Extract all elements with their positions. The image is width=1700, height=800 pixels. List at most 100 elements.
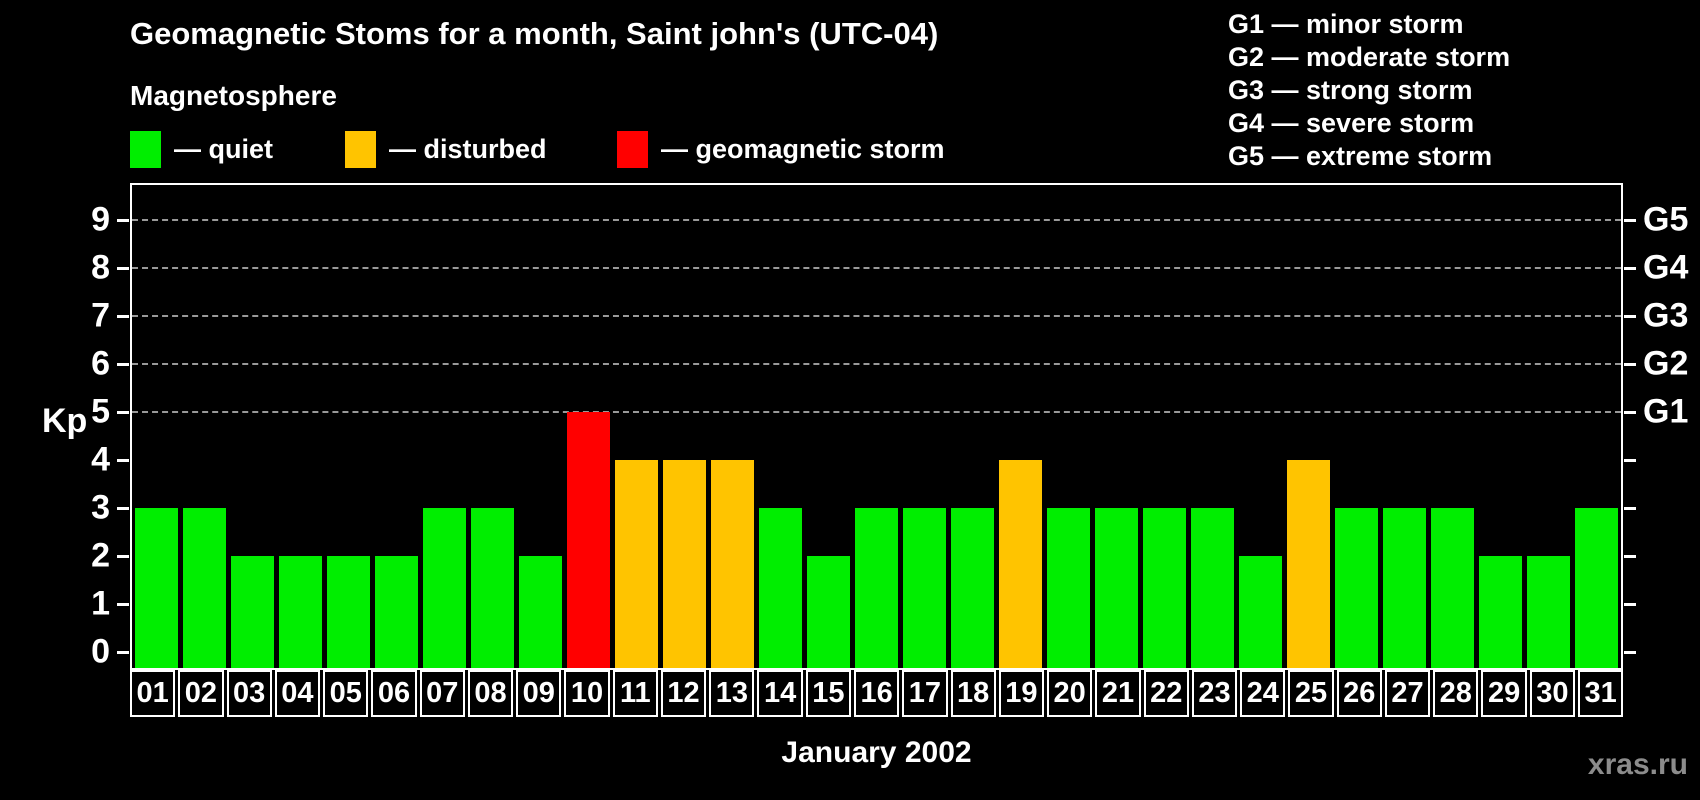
gridline-kp-7: [132, 315, 1621, 317]
left-tick-7: [117, 315, 129, 318]
right-tick-2: [1624, 555, 1636, 558]
bar-day-26: [1335, 508, 1378, 668]
gridline-kp-8: [132, 267, 1621, 269]
g-tick-label-G4: G4: [1643, 248, 1689, 287]
bar-day-02: [183, 508, 226, 668]
left-tick-4: [117, 459, 129, 462]
bars-container: [132, 185, 1621, 668]
bar-day-30: [1527, 556, 1570, 668]
bar-day-19: [999, 460, 1042, 668]
day-label-01: 01: [130, 670, 176, 717]
right-tick-9: [1624, 219, 1636, 222]
day-label-31: 31: [1577, 670, 1624, 717]
bar-day-22: [1143, 508, 1186, 668]
y-tick-label-0: 0: [91, 632, 110, 671]
bar-day-14: [759, 508, 802, 668]
bar-day-29: [1479, 556, 1522, 668]
y-tick-label-8: 8: [91, 248, 110, 287]
g5-legend-line: G5 — extreme storm: [1228, 141, 1493, 171]
day-label-26: 26: [1336, 670, 1382, 717]
day-label-23: 23: [1191, 670, 1238, 717]
legend-label-storm: — geomagnetic storm: [661, 133, 945, 164]
day-label-07: 07: [419, 670, 465, 717]
right-tick-3: [1624, 507, 1636, 510]
y-tick-label-6: 6: [91, 344, 110, 383]
day-label-25: 25: [1288, 670, 1334, 717]
day-label-18: 18: [950, 670, 996, 717]
day-label-14: 14: [757, 670, 803, 717]
day-label-06: 06: [371, 670, 417, 717]
g3-legend-line: G3 — strong storm: [1228, 75, 1473, 105]
disturbed-color-swatch: [345, 130, 376, 168]
bar-day-11: [615, 460, 658, 668]
bar-day-27: [1383, 508, 1426, 668]
bar-day-08: [471, 508, 514, 668]
bar-day-03: [231, 556, 274, 668]
bar-day-12: [663, 460, 706, 668]
bar-day-15: [807, 556, 850, 668]
day-label-27: 27: [1384, 670, 1431, 717]
bar-day-31: [1575, 508, 1618, 668]
day-label-17: 17: [902, 670, 948, 717]
legend-label-disturbed: — disturbed: [389, 133, 547, 164]
x-axis-title: January 2002: [781, 736, 972, 769]
day-label-19: 19: [998, 670, 1045, 717]
left-tick-5: [117, 411, 129, 414]
g-tick-label-G1: G1: [1643, 392, 1689, 431]
day-label-04: 04: [274, 670, 321, 717]
gridline-kp-9: [132, 219, 1621, 221]
left-tick-9: [117, 219, 129, 222]
day-label-03: 03: [226, 670, 272, 717]
day-label-09: 09: [516, 670, 562, 717]
bar-day-10: [567, 412, 610, 668]
y-tick-label-7: 7: [91, 296, 110, 335]
bar-day-25: [1287, 460, 1330, 668]
bar-day-07: [423, 508, 466, 668]
g-tick-label-G3: G3: [1643, 296, 1689, 335]
bar-day-09: [519, 556, 562, 668]
left-tick-8: [117, 267, 129, 270]
bar-day-28: [1431, 508, 1474, 668]
day-label-21: 21: [1095, 670, 1141, 717]
y-tick-label-3: 3: [91, 488, 110, 527]
left-tick-2: [117, 555, 129, 558]
bar-day-01: [135, 508, 178, 668]
day-label-05: 05: [323, 670, 369, 717]
chart-title: Geomagnetic Stoms for a month, Saint joh…: [130, 16, 939, 51]
left-tick-0: [117, 651, 129, 654]
day-label-28: 28: [1433, 670, 1479, 717]
bar-day-05: [327, 556, 370, 668]
g2-legend-line: G2 — moderate storm: [1228, 42, 1511, 72]
plot-area: 0 1 2 3 4 5 G1 6 G2 7 G3 8 G4 9 G5: [91, 183, 1688, 671]
bar-day-18: [951, 508, 994, 668]
day-label-20: 20: [1047, 670, 1093, 717]
day-label-15: 15: [805, 670, 851, 717]
bar-day-20: [1047, 508, 1090, 668]
bar-day-21: [1095, 508, 1138, 668]
g1-legend-line: G1 — minor storm: [1228, 9, 1464, 39]
watermark: xras.ru: [1587, 748, 1688, 781]
day-label-24: 24: [1240, 670, 1286, 717]
y-tick-label-1: 1: [91, 584, 110, 623]
right-tick-1: [1624, 603, 1636, 606]
gridline-kp-5: [132, 411, 1621, 413]
y-tick-label-9: 9: [91, 200, 110, 239]
bar-day-06: [375, 556, 418, 668]
day-label-22: 22: [1143, 670, 1189, 717]
g-scale-legend: G1 — minor storm G2 — moderate storm G3 …: [1228, 8, 1510, 173]
day-label-16: 16: [853, 670, 900, 717]
legend-title: Magnetosphere: [130, 80, 337, 111]
day-label-11: 11: [612, 670, 658, 717]
day-label-12: 12: [660, 670, 707, 717]
g4-legend-line: G4 — severe storm: [1228, 108, 1475, 138]
right-tick-8: [1624, 267, 1636, 270]
day-label-02: 02: [178, 670, 224, 717]
right-tick-4: [1624, 459, 1636, 462]
legend-label-quiet: — quiet: [174, 133, 273, 164]
y-tick-label-2: 2: [91, 536, 110, 575]
left-tick-3: [117, 507, 129, 510]
day-label-30: 30: [1529, 670, 1575, 717]
left-tick-1: [117, 603, 129, 606]
day-label-13: 13: [709, 670, 755, 717]
